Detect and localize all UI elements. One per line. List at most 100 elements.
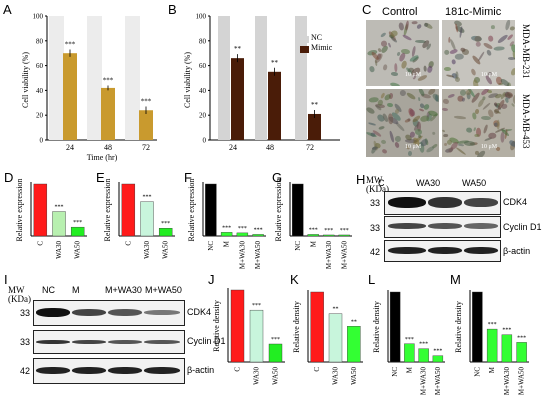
axis-title-j: Relative density [212, 300, 221, 352]
tick-label-j-0: C [234, 367, 242, 372]
cell-shape [460, 97, 466, 103]
bg-bar-a-2 [125, 16, 140, 140]
blot-h-mw: MW (KDa) [366, 175, 389, 194]
bar-a-2 [139, 110, 153, 140]
cell-shape [474, 41, 482, 48]
bar-m-2 [501, 334, 513, 363]
sig-label-m-2: *** [502, 328, 511, 334]
panel-label-d: D [4, 170, 14, 185]
bar-j-2 [268, 343, 283, 363]
tick-label-k-1: WA30 [332, 367, 340, 385]
cell-shape [431, 131, 436, 136]
tick-label-y-a-4: 80 [36, 37, 44, 45]
blot-h-row-cdk4 [384, 191, 501, 215]
cell-shape [401, 33, 413, 42]
cell-shape [496, 119, 501, 130]
panel-label-b: B [168, 2, 177, 17]
axis-title-l: Relative density [372, 301, 381, 353]
axis-title-y-a: Cell viability (%) [21, 52, 30, 108]
axis-title-x-a: Time (hr) [87, 153, 118, 162]
cell-shape [381, 148, 388, 154]
cell-shape [474, 150, 480, 155]
cell-shape [411, 21, 418, 25]
blot-i-lane-mwa30: M+WA30 [105, 285, 142, 295]
blot-h-row-cyclind1 [384, 216, 501, 238]
bar-m-3 [516, 342, 527, 363]
bar-a-0 [63, 53, 77, 141]
cell-shape [510, 43, 515, 53]
tick-label-g-2: M+WA30 [325, 241, 333, 270]
tick-label-d-1: WA30 [55, 241, 63, 259]
scale-bar-3: 10 μM [405, 144, 422, 150]
blot-h-mw-3: 42 [370, 247, 381, 257]
blot-h-lane-wa50: WA50 [462, 178, 487, 188]
cell-shape [480, 116, 491, 121]
micro-col-label-mimic: 181c-Mimic [445, 6, 502, 18]
blot-h-lane-wa30: WA30 [416, 178, 441, 188]
cell-shape [443, 49, 451, 57]
bar-b-mimic-0 [231, 58, 244, 140]
bar-e-1 [140, 201, 154, 237]
sig-label-j-1: *** [252, 303, 261, 309]
cell-shape [513, 94, 515, 105]
axis-title-f: Relative expression [187, 179, 196, 242]
sig-label-m-3: *** [517, 335, 526, 341]
bg-bar-a-0 [49, 16, 64, 140]
bar-e-0 [121, 183, 136, 237]
tick-label-m-2: M+WA30 [503, 367, 511, 396]
tick-label-f-1: M [223, 240, 231, 247]
blot-i-lane-nc: NC [42, 285, 55, 295]
blot-i-row-cyclind1 [33, 330, 185, 354]
tick-label-e-0: C [124, 241, 132, 246]
bg-bar-a-1 [87, 16, 102, 140]
sig-label-f-2: *** [238, 226, 247, 232]
cell-shape [454, 53, 464, 60]
bar-l-0 [389, 291, 401, 363]
tick-label-f-3: M+WA50 [254, 241, 262, 270]
micro-row-label-453: MDA-MB-453 [521, 94, 531, 149]
cell-shape [369, 65, 376, 74]
blot-h-lane-c: C [378, 178, 385, 188]
bar-m-1 [486, 328, 498, 363]
bar-g-3 [338, 234, 350, 237]
bar-l-2 [418, 348, 429, 363]
sig-label-l-2: *** [419, 342, 428, 348]
tick-label-f-0: NC [207, 241, 215, 251]
cell-shape [381, 63, 388, 71]
cell-shape [442, 129, 446, 133]
cell-shape [443, 66, 451, 71]
tick-label-y-a-2: 40 [36, 87, 44, 95]
cell-shape [465, 126, 473, 133]
bar-m-0 [472, 291, 483, 363]
cell-shape [463, 140, 476, 147]
sig-label-a-2: *** [141, 98, 152, 106]
tick-label-y-a-0: 0 [40, 137, 44, 145]
panel-label-e: E [96, 170, 105, 185]
sig-label-l-3: *** [433, 349, 442, 355]
tick-label-l-2: M+WA30 [420, 367, 428, 396]
bar-l-1 [404, 343, 415, 363]
tick-label-m-0: NC [473, 367, 481, 377]
bar-j-1 [249, 309, 264, 363]
scale-bar-1: 10 μM [405, 72, 422, 78]
legend-swatch-nc [300, 36, 309, 43]
cell-shape [390, 71, 398, 77]
sig-label-f-3: *** [254, 227, 263, 233]
bar-l-3 [432, 355, 444, 363]
tick-label-g-1: M [309, 240, 317, 247]
cell-shape [368, 96, 379, 103]
bar-a-1 [101, 87, 115, 140]
tick-label-d-0: C [36, 241, 44, 246]
cell-shape [434, 94, 439, 103]
cell-shape [500, 102, 508, 110]
cell-shape [451, 59, 457, 66]
micro-col-label-control: Control [382, 6, 418, 18]
tick-label-x-a-0: 24 [66, 143, 74, 152]
micro-image-231-control [366, 20, 439, 86]
bar-k-0 [310, 291, 324, 363]
cell-shape [425, 144, 436, 154]
tick-label-k-2: WA50 [350, 367, 358, 385]
cell-shape [455, 146, 467, 155]
tick-label-k-0: C [313, 367, 321, 372]
cell-shape [388, 130, 395, 143]
